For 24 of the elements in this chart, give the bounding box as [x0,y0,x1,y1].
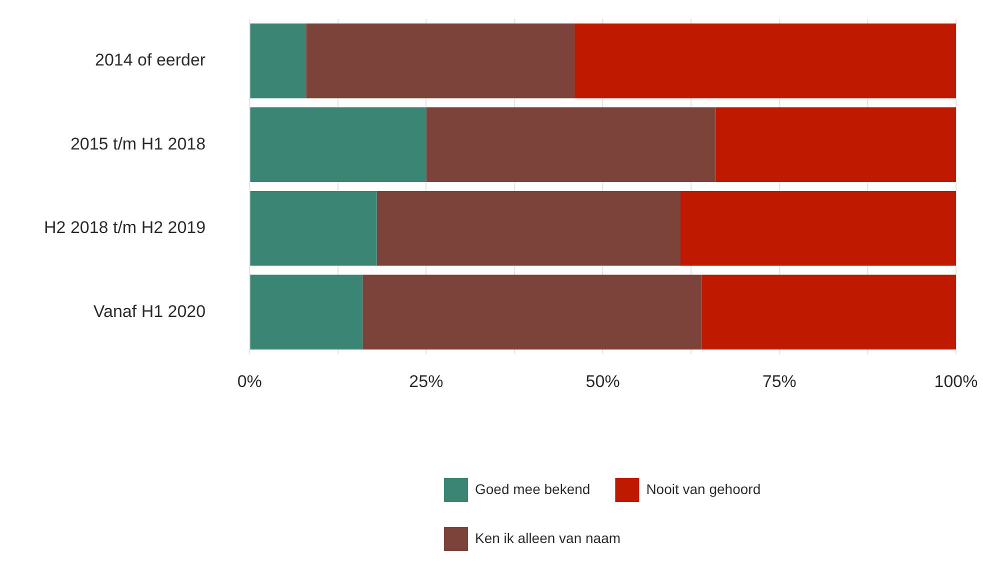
y-tick-label: Vanaf H1 2020 [93,302,206,321]
x-tick-label: 100% [934,372,978,391]
legend-label: Ken ik alleen van naam [474,530,621,546]
bar [250,23,306,98]
bar [250,274,363,350]
bar [680,190,956,266]
y-tick-label: H2 2018 t/m H2 2019 [44,218,206,238]
legend-label: Nooit van gehoord [646,480,761,497]
bar [702,274,956,350]
legend-label: Goed mee bekend [474,480,590,497]
x-tick-label: 50% [586,372,620,391]
bar [574,23,956,98]
bar [250,190,377,266]
y-tick-label: 2015 t/m H1 2018 [70,134,206,154]
bar [716,107,956,182]
bar [376,190,681,266]
x-tick-label: 75% [762,372,796,391]
bar [250,107,426,182]
x-tick-label: 25% [409,372,444,391]
y-tick-label: 2014 of eerder [95,50,206,70]
bar [306,23,575,98]
bar [426,107,716,182]
x-tick-label: 0% [237,372,262,391]
bar [362,274,702,350]
